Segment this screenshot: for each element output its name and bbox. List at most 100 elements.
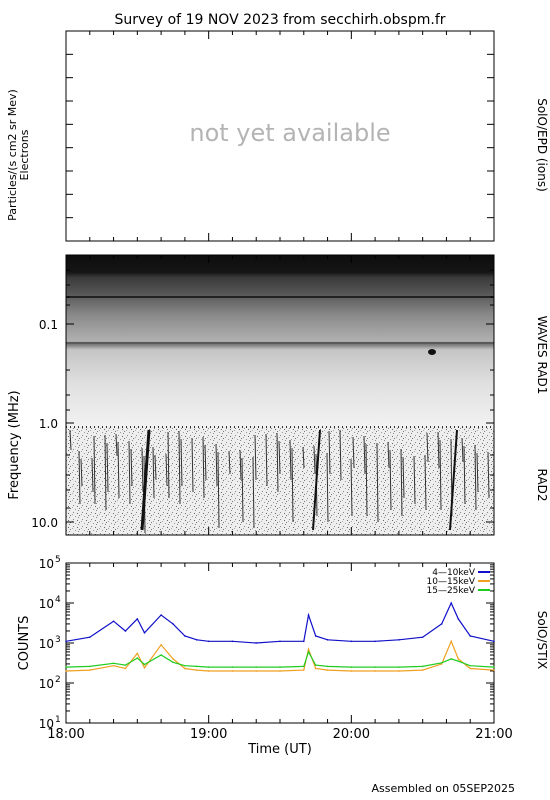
- rad2-streak: [204, 444, 207, 481]
- waves-right-label-rad1: WAVES RAD1: [535, 316, 549, 395]
- stix-data-point: [143, 631, 146, 634]
- rad2-streak: [424, 454, 427, 511]
- stix-data-point: [124, 664, 127, 666]
- stix-data-point: [307, 651, 310, 653]
- rad2-type3-burst: [449, 429, 458, 531]
- stix-data-point: [160, 654, 162, 656]
- stix-data-point: [469, 664, 472, 667]
- rad2-spectrogram: [66, 427, 494, 535]
- epd-ticks: [65, 31, 495, 241]
- rad2-streak: [167, 431, 170, 499]
- rad2-streak: [215, 443, 218, 487]
- stix-data-point: [65, 640, 67, 643]
- rad2-streak: [365, 443, 368, 517]
- stix-data-point: [255, 670, 258, 672]
- rad2-streak: [376, 442, 379, 523]
- stix-data-point: [88, 669, 91, 671]
- stix-data-point: [493, 669, 495, 671]
- rad2-streak: [437, 431, 440, 469]
- rad2-streak: [141, 447, 144, 493]
- rad2-streak: [69, 429, 72, 451]
- stix-ytick-label: 10: [39, 677, 54, 691]
- stix-data-point: [143, 666, 146, 669]
- rad2-streak: [339, 429, 342, 481]
- stix-data-point: [421, 669, 424, 671]
- stix-data-point: [493, 666, 495, 668]
- stix-ytick-exponent: 3: [55, 635, 61, 645]
- stix-data-point: [307, 614, 310, 616]
- rad2-streak: [487, 451, 490, 499]
- stix-data-point: [184, 667, 186, 670]
- stix-frame: [65, 562, 495, 724]
- stix-ylabel: COUNTS: [17, 616, 32, 671]
- rad2-streak: [291, 447, 294, 523]
- stix-data-point: [421, 665, 424, 668]
- stix-data-point: [440, 663, 443, 665]
- rad2-streak: [104, 434, 107, 511]
- stix-data-point: [314, 635, 317, 637]
- stix-data-point: [207, 670, 210, 672]
- stix-data-point: [440, 661, 443, 664]
- stix-data-point: [374, 666, 376, 668]
- stix-data-point: [160, 614, 162, 616]
- stix-data-point: [143, 663, 146, 666]
- stix-data-point: [314, 667, 317, 670]
- rad2-type3-burst: [312, 429, 321, 531]
- rad1-spectrogram: [66, 255, 494, 427]
- stix-data-point: [112, 620, 115, 623]
- rad2-streak: [313, 445, 316, 475]
- stix-data-point: [398, 670, 400, 672]
- rad2-streak: [228, 450, 231, 475]
- rad2-streak: [154, 454, 157, 481]
- stix-data-point: [231, 640, 234, 643]
- stix-data-point: [374, 640, 376, 643]
- rad1-band-line: [66, 296, 494, 298]
- rad2-streak: [352, 436, 355, 469]
- stix-ytick-label: 10: [39, 557, 54, 571]
- stix-data-point: [88, 636, 91, 638]
- x-tick-label-3: 21:00: [475, 727, 512, 742]
- x-tick-label-1: 19:00: [190, 727, 227, 742]
- stix-data-point: [195, 639, 198, 641]
- stix-data-point: [457, 660, 460, 663]
- rad2-streak: [106, 442, 109, 493]
- stix-data-point: [172, 658, 174, 660]
- stix-data-point: [450, 640, 453, 643]
- rad2-streak: [389, 449, 392, 511]
- stix-data-point: [469, 667, 472, 670]
- stix-data-point: [457, 658, 460, 660]
- rad2-streak: [350, 458, 353, 517]
- waves-ylabel: Frequency (MHz): [7, 390, 22, 499]
- stix-data-point: [302, 640, 305, 643]
- stix-data-point: [302, 669, 305, 671]
- assembled-note: Assembled on 05SEP2025: [371, 782, 515, 795]
- x-tick-label-0: 18:00: [47, 727, 84, 742]
- rad2-streak: [328, 430, 331, 475]
- stix-data-point: [374, 670, 376, 672]
- stix-data-point: [350, 640, 353, 643]
- stix-data-point: [112, 662, 115, 665]
- stix-data-point: [65, 666, 67, 668]
- stix-data-point: [207, 666, 210, 668]
- stix-data-point: [450, 602, 453, 604]
- stix-data-point: [326, 639, 329, 641]
- stix-data-point: [195, 669, 198, 671]
- epd-placeholder: not yet available: [189, 119, 390, 147]
- waves-ytick-2: 10.0: [31, 516, 58, 530]
- rad2-streak: [178, 430, 181, 505]
- stix-data-point: [195, 665, 198, 668]
- rad1-band-line-2: [66, 342, 494, 344]
- stix-data-point: [440, 623, 443, 625]
- rad2-streak: [152, 446, 155, 499]
- rad2-streak: [363, 435, 366, 475]
- legend-label-mid: 10—15keV: [427, 577, 476, 587]
- stix-ytick-exponent: 4: [55, 595, 61, 605]
- stix-data-point: [279, 640, 281, 643]
- stix-data-point: [314, 664, 317, 666]
- rad2-type3-burst: [140, 429, 151, 531]
- rad2-streak: [115, 433, 118, 457]
- epd-ylabel: Particles/(s cm2 sr Mev): [6, 89, 19, 221]
